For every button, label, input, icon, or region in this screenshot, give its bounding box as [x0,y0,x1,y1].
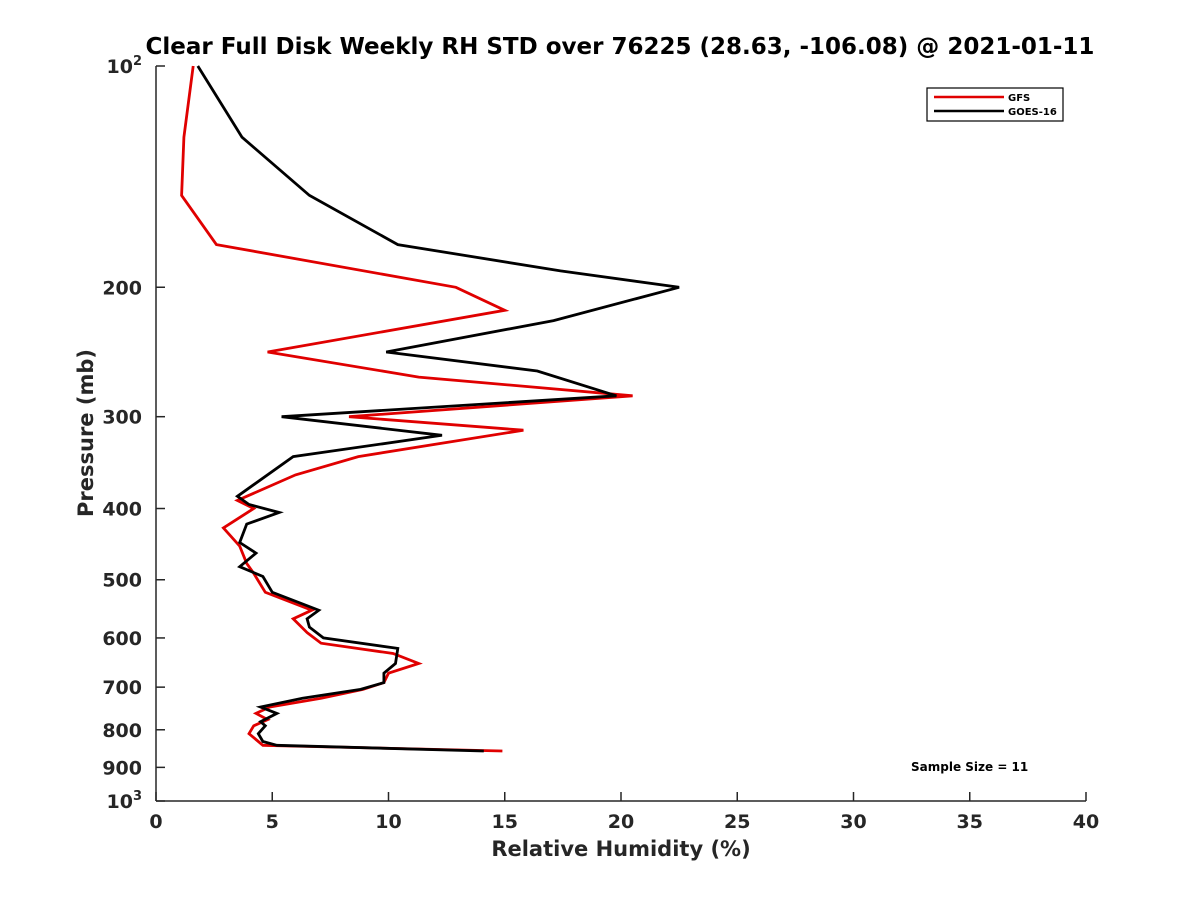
y-tick-label: 600 [102,628,142,650]
y-tick-label: 200 [102,277,142,299]
x-tick-label: 0 [149,811,162,833]
y-tick-label: 500 [102,570,142,592]
x-tick-label: 40 [1073,811,1099,833]
series-line-goes16 [196,65,680,753]
y-tick-label: 300 [102,407,142,429]
legend-label-goes16: GOES-16 [1008,107,1057,118]
x-tick-label: 10 [375,811,401,833]
chart-title: Clear Full Disk Weekly RH STD over 76225… [146,34,1095,60]
x-tick-label: 15 [492,811,518,833]
y-ticks: 102 200 300 400 500 600 700 800 900 103 [102,54,165,813]
x-tick-label: 30 [840,811,866,833]
y-tick-label: 103 [107,789,143,813]
x-tick-label: 5 [266,811,279,833]
series-layer [180,65,680,753]
x-axis-label: Relative Humidity (%) [491,837,750,861]
y-axis-label: Pressure (mb) [74,349,98,517]
legend-label-gfs: GFS [1008,93,1030,104]
x-tick-label: 25 [724,811,750,833]
legend: GFS GOES-16 [926,87,1064,122]
y-tick-label: 400 [102,499,142,521]
y-tick-label: 800 [102,720,142,742]
x-tick-label: 35 [957,811,983,833]
plot-area [156,66,1086,801]
series-line-gfs [180,65,633,753]
x-tick-label: 20 [608,811,634,833]
x-ticks: 0 5 10 15 20 25 30 35 40 [149,792,1099,833]
sample-size-annotation: Sample Size = 11 [911,760,1028,774]
y-tick-label: 900 [102,757,142,779]
y-tick-label: 700 [102,677,142,699]
legend-box [926,87,1064,122]
y-tick-label: 102 [107,54,143,78]
